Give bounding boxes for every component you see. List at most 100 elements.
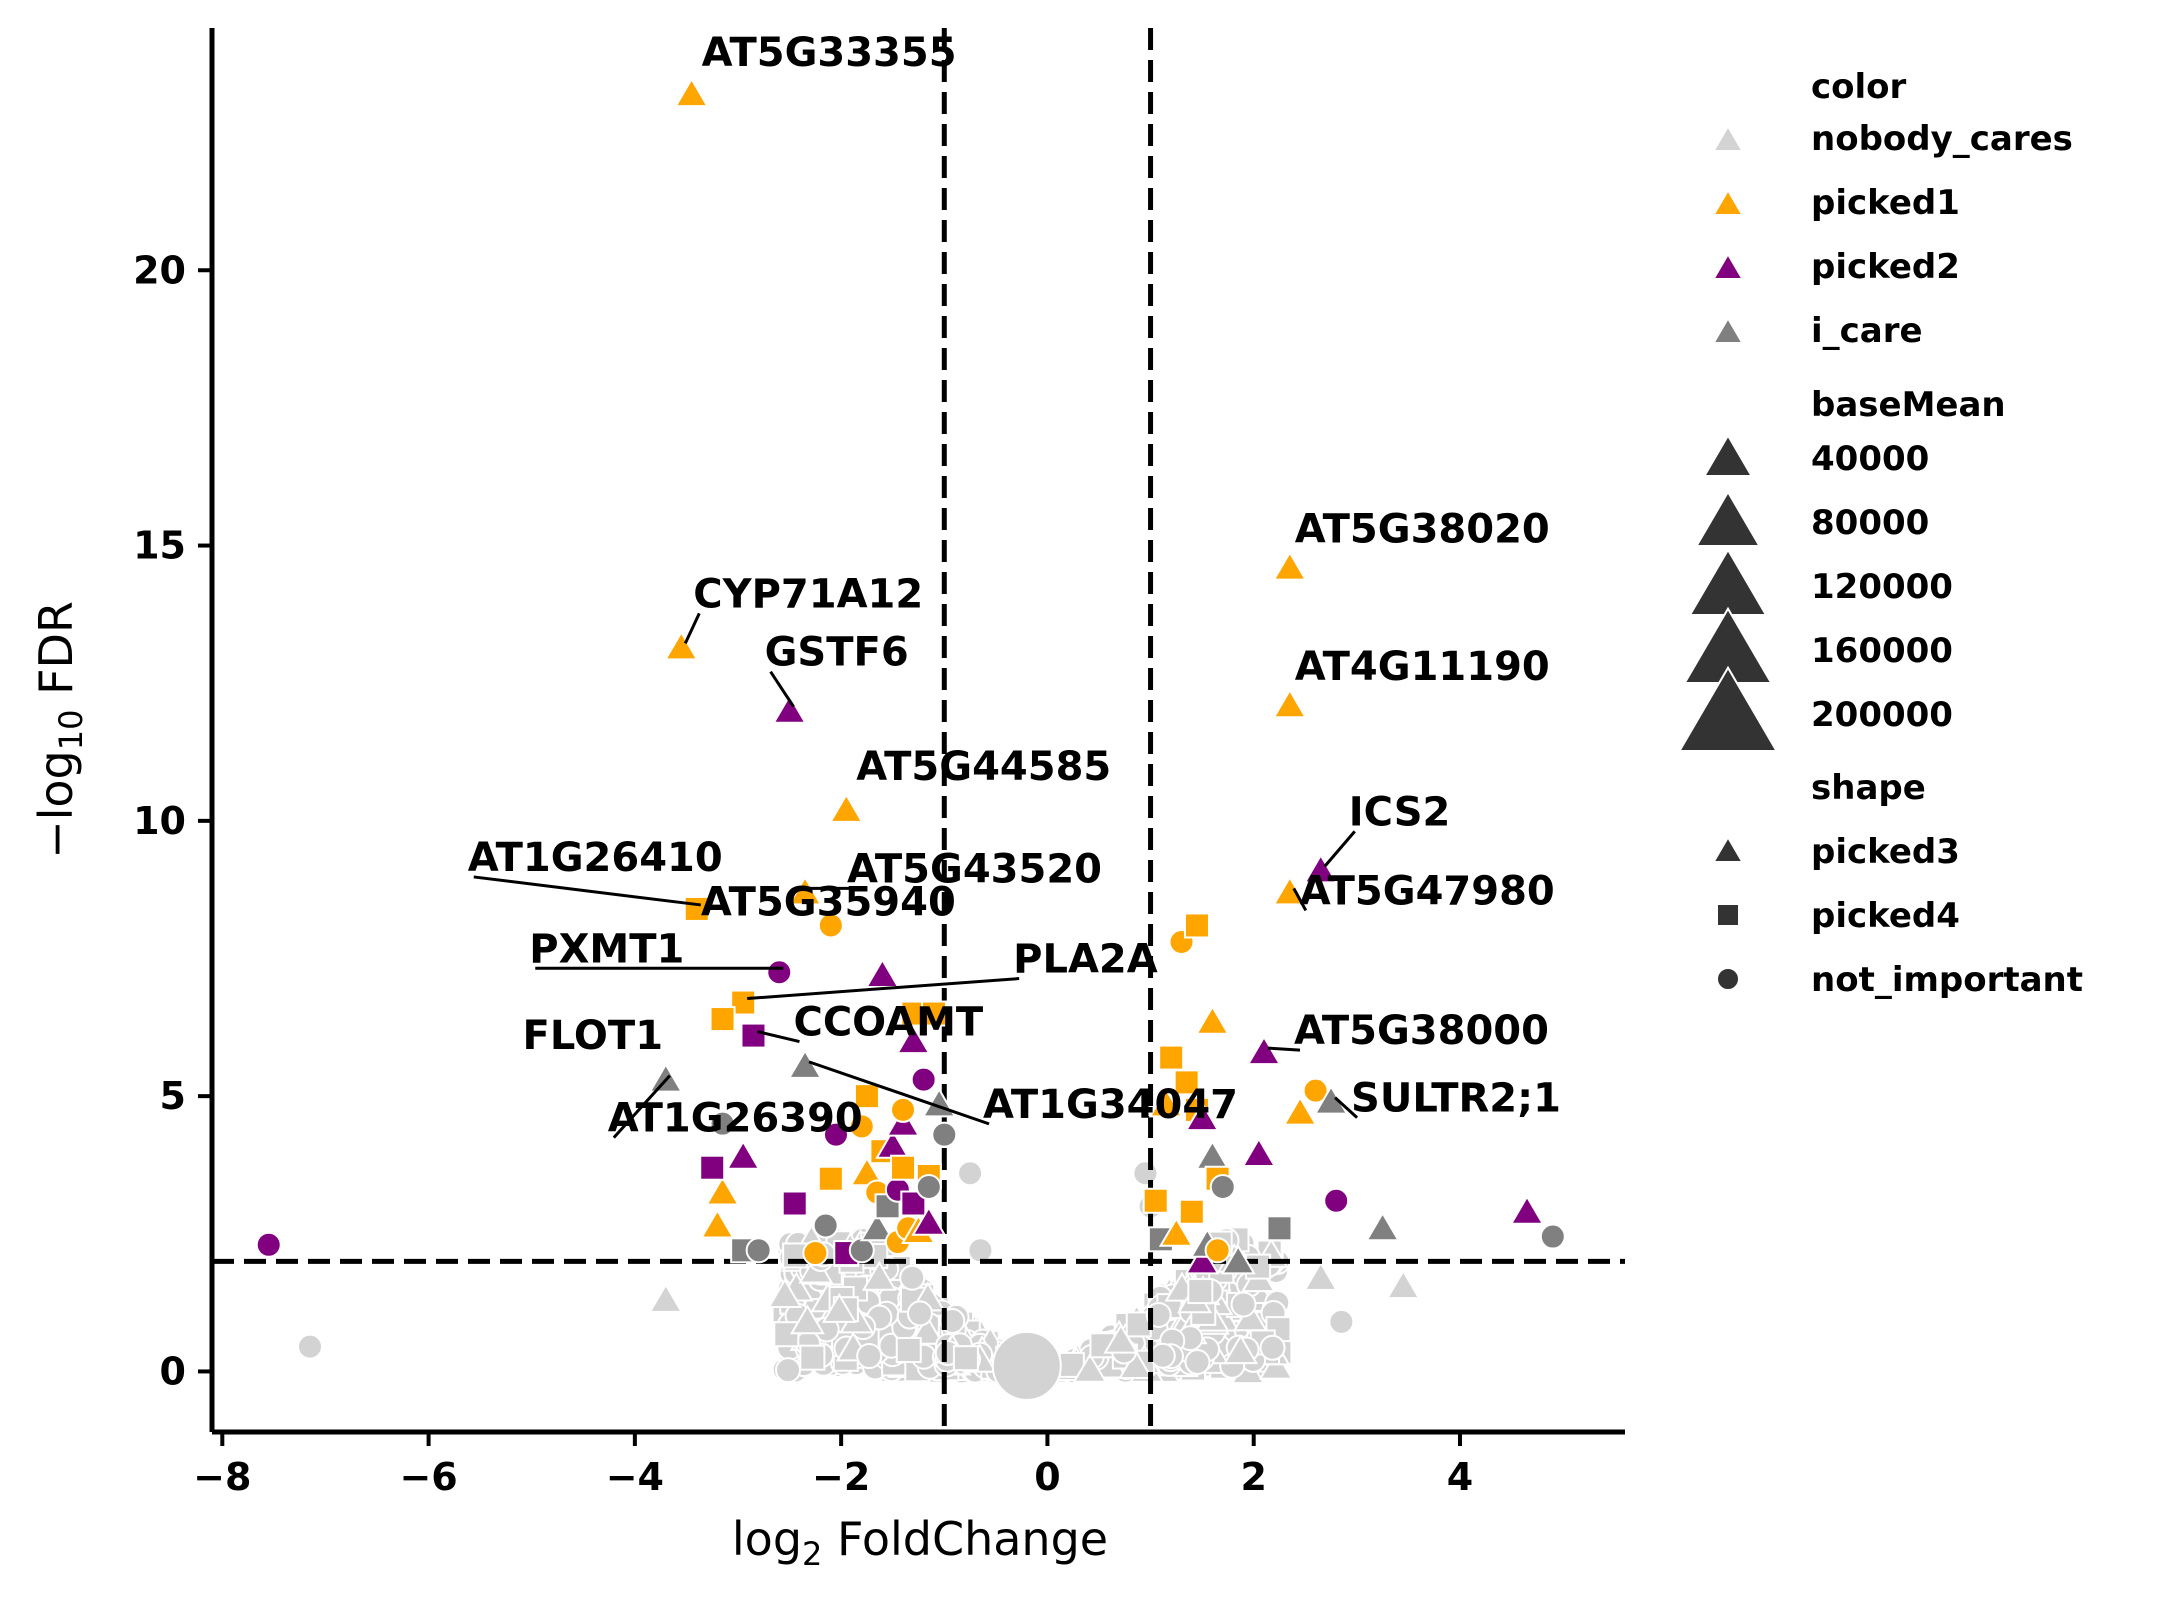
labeled-data-point [663,630,699,661]
background-point [1259,1334,1286,1361]
gene-label: AT5G38000 [1294,1008,1549,1054]
data-point [699,1208,735,1239]
background-point [296,1333,323,1360]
data-point [1158,1216,1194,1247]
legend-shape-label: picked4 [1811,896,1960,936]
data-point [699,1154,726,1181]
label-leader-line [473,875,701,907]
data-point [859,1211,895,1242]
gene-label: AT5G38020 [1295,507,1550,553]
legend-size-label: 80000 [1811,503,1929,543]
x-axis-title-subscript: 2 [802,1535,822,1573]
legend-color-label: picked1 [1811,183,1960,223]
background-point [789,1304,825,1335]
data-points [255,77,1566,1275]
legend-entries: nobody_cares picked1 picked2 i_care 40000 800… [1677,119,2083,1000]
data-point [1282,1095,1318,1126]
axes: −8 −6 −4 −2 0 2 4 0 5 10 15 20 [133,28,1625,1499]
legend-color-title: color [1811,67,1907,107]
background-point [952,1345,979,1372]
labeled-data-point [787,875,823,906]
background-point [648,1282,684,1313]
data-point [1184,1101,1220,1132]
gene-label: AT5G47980 [1300,868,1555,914]
background-point [1118,1348,1154,1379]
x-tick-label: −8 [193,1455,251,1499]
gene-label: AT5G44585 [856,744,1111,790]
labeled-data-point [740,1022,767,1049]
background-point [1149,1342,1176,1369]
gene-label: ICS2 [1349,789,1451,835]
label-leader-line [1267,1046,1301,1052]
y-tick-label: 5 [160,1074,186,1118]
legend-size-swatch [1694,490,1762,547]
data-point [920,1000,947,1027]
data-point [910,1066,937,1093]
labeled-data-point [766,959,793,986]
background-point [821,1292,857,1323]
label-leader-lines [473,612,1359,1139]
legend-size-label: 160000 [1811,631,1953,671]
data-point [1323,1187,1350,1214]
background-point [861,1260,897,1291]
data-point [705,1175,741,1206]
label-leader-line [1323,830,1356,868]
label-leader-line [747,977,1020,1001]
x-axis-title: log2 FoldChange [732,1512,1108,1573]
legend-color-swatch [1711,188,1745,216]
background-point [1328,1308,1355,1335]
background-point [1103,1323,1139,1354]
background-point [799,1344,826,1371]
data-point [709,1110,736,1137]
nonsignificant-point-cloud [296,1160,1421,1401]
data-point [911,1205,947,1236]
legend-color-swatch [1711,316,1745,344]
labeled-data-point [817,912,844,939]
legend-size-title: baseMean [1811,385,2006,425]
data-point [1241,1136,1277,1167]
data-point [890,1154,917,1181]
label-leader-line [1334,1096,1359,1119]
legend-color-swatch [1711,124,1745,152]
gene-label: AT5G35940 [701,879,956,925]
label-leader-line [757,1030,800,1044]
data-point [1194,1139,1230,1170]
background-point [856,1343,883,1370]
gene-label: CYP71A12 [693,571,923,617]
y-tick-label: 0 [160,1349,186,1393]
background-point [1303,1260,1339,1291]
labeled-data-point [674,77,710,108]
x-tick-label: 2 [1240,1455,1266,1499]
legend-shape-title: shape [1811,768,1926,808]
data-point [817,1165,844,1192]
legend-size-label: 120000 [1811,567,1953,607]
labeled-data-point [1272,688,1308,719]
gene-label: GSTF6 [765,630,909,676]
legend-shape-swatch [1716,903,1740,927]
background-point [767,1277,803,1308]
background-point [1187,1278,1214,1305]
background-point [775,1357,802,1384]
data-point [802,1240,829,1267]
x-tick-label: −2 [812,1455,870,1499]
legend-size-swatch [1677,665,1779,752]
data-point [781,1190,808,1217]
legend-shape-label: not_important [1811,960,2083,1000]
data-point [1148,1087,1184,1118]
data-point [1204,1237,1231,1264]
data-point [1266,1215,1293,1242]
data-point [1509,1194,1545,1225]
y-tick-label: 15 [133,524,186,568]
data-point [1142,1187,1169,1214]
legend-shape-swatch [1716,967,1740,991]
legend-color-label: nobody_cares [1811,119,2073,159]
gene-label: AT1G26410 [468,835,723,881]
labeled-data-point [772,693,808,724]
data-point [1209,1173,1236,1200]
x-tick-label: 0 [1034,1455,1060,1499]
y-axis-title-subscript: 10 [52,710,90,751]
data-point [822,1121,849,1148]
data-point [1173,1069,1200,1096]
y-tick-label: 10 [133,799,186,843]
